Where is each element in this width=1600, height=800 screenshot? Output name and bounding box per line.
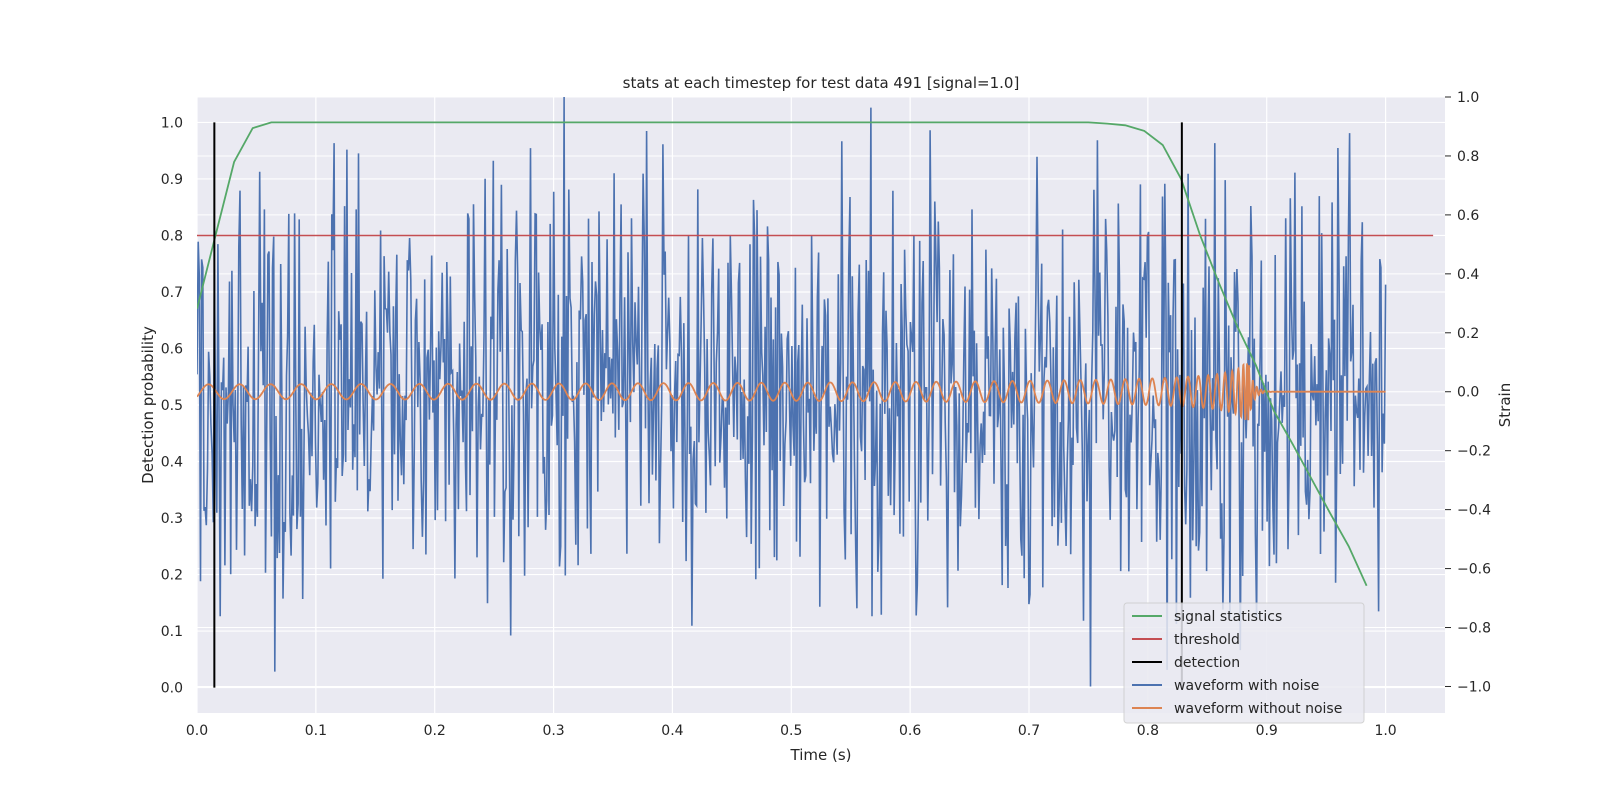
legend-label-detection: detection — [1174, 655, 1240, 671]
y-tick-label: 0.5 — [161, 398, 183, 414]
y2-axis-ticks: −1.0 −0.8 −0.6 −0.4 −0.2 0.0 0.2 0.4 0.6 0.8 1.0 — [1445, 90, 1491, 695]
legend-label-signal-statistics: signal statistics — [1174, 609, 1282, 625]
legend-box — [1123, 602, 1365, 724]
legend-label-waveform-with-noise: waveform with noise — [1174, 678, 1319, 694]
series-line-signal-statistics — [197, 121, 1368, 587]
legend-label-threshold: threshold — [1174, 632, 1240, 648]
y2-tick-label: −0.8 — [1457, 621, 1491, 637]
x-axis-ticks: 0.0 0.1 0.2 0.3 0.4 0.5 0.6 0.7 0.8 0.9 1.0 — [186, 723, 1397, 739]
x-tick-label: 1.0 — [1374, 723, 1396, 739]
x-tick-label: 0.3 — [542, 723, 564, 739]
y-axis-ticks: 0.0 0.1 0.2 0.3 0.4 0.5 0.6 0.7 0.8 0.9 1.0 — [161, 115, 183, 696]
y-tick-label: 0.3 — [161, 511, 183, 527]
y2-tick-label: 1.0 — [1457, 90, 1479, 106]
x-tick-label: 0.4 — [661, 723, 683, 739]
y2-tick-label: 0.2 — [1457, 326, 1479, 342]
y-tick-label: 0.9 — [161, 172, 183, 188]
x-axis-label: Time (s) — [790, 746, 852, 764]
y-tick-label: 0.7 — [161, 285, 183, 301]
legend-label-waveform-without-noise: waveform without noise — [1174, 701, 1342, 717]
y2-tick-label: 0.8 — [1457, 149, 1479, 165]
y2-tick-label: −0.2 — [1457, 444, 1491, 460]
y-tick-label: 0.0 — [161, 681, 183, 697]
y2-tick-label: −0.6 — [1457, 562, 1491, 578]
y-tick-label: 0.4 — [161, 455, 183, 471]
legend: signal statistics threshold detection wa… — [1123, 602, 1365, 724]
y2-axis-label: Strain — [1496, 383, 1514, 427]
y-tick-label: 1.0 — [161, 115, 183, 131]
x-tick-label: 0.0 — [186, 723, 208, 739]
y2-tick-label: −1.0 — [1457, 679, 1491, 695]
x-tick-label: 0.5 — [780, 723, 802, 739]
x-tick-label: 0.7 — [1018, 723, 1040, 739]
y-tick-label: 0.1 — [161, 624, 183, 640]
y-tick-label: 0.2 — [161, 568, 183, 584]
y2-tick-label: 0.6 — [1457, 208, 1479, 224]
y-tick-label: 0.8 — [161, 228, 183, 244]
x-tick-label: 0.2 — [424, 723, 446, 739]
x-tick-label: 0.8 — [1137, 723, 1159, 739]
y-axis-label: Detection probability — [139, 326, 157, 484]
chart-title: stats at each timestep for test data 491… — [623, 74, 1020, 92]
x-tick-label: 0.1 — [305, 723, 327, 739]
series-line-waveform-with-noise — [197, 97, 1387, 687]
series-line-waveform-without-noise — [197, 362, 1386, 421]
x-tick-label: 0.6 — [899, 723, 921, 739]
y2-tick-label: −0.4 — [1457, 503, 1491, 519]
y2-tick-label: 0.4 — [1457, 267, 1479, 283]
y-tick-label: 0.6 — [161, 341, 183, 357]
y2-tick-label: 0.0 — [1457, 385, 1479, 401]
series-layer — [197, 97, 1434, 688]
x-tick-label: 0.9 — [1256, 723, 1278, 739]
